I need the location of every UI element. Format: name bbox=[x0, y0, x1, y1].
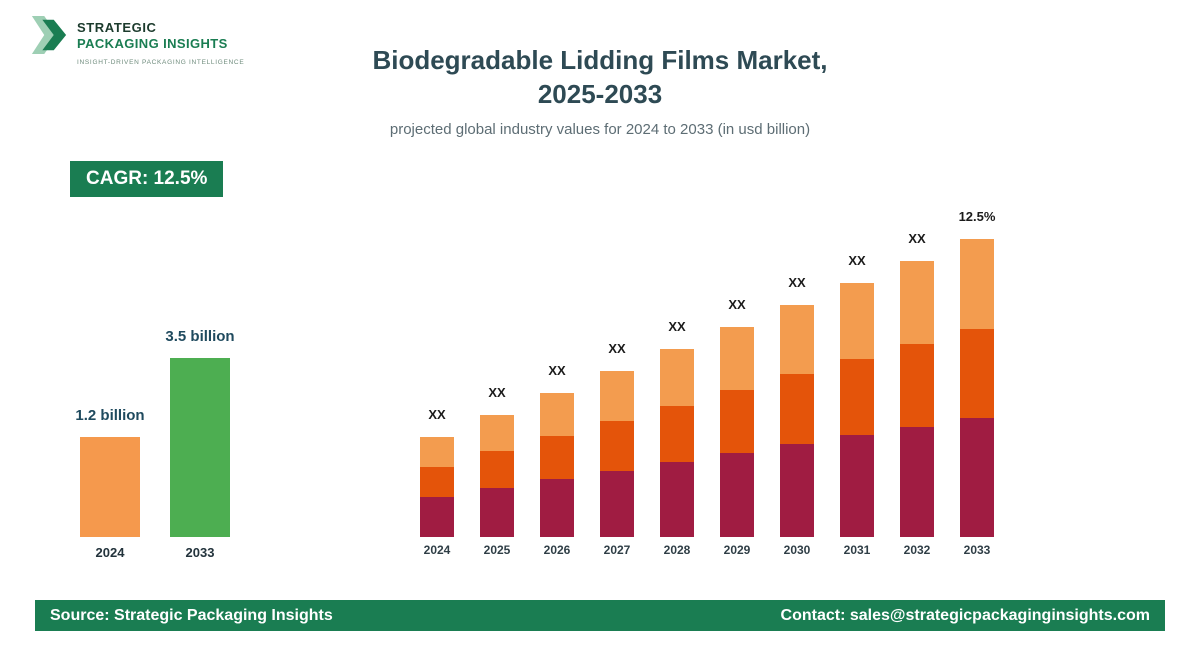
stacked-bar bbox=[720, 327, 754, 537]
comparison-chart: 1.2 billion 2024 3.5 billion 2033 bbox=[75, 328, 234, 560]
bar-segment-top bbox=[660, 349, 694, 406]
chart-subtitle: projected global industry values for 202… bbox=[389, 120, 811, 138]
stacked-bar bbox=[420, 437, 454, 537]
comparison-year-label-2024: 2024 bbox=[95, 545, 125, 560]
chart-title-line1: Biodegradable Lidding Films Market, bbox=[372, 45, 828, 75]
stacked-bar bbox=[540, 393, 574, 537]
contact-text: Contact: sales@strategicpackaginginsight… bbox=[780, 606, 1150, 624]
bar-value-label: XX bbox=[428, 407, 446, 422]
x-axis-label: 2033 bbox=[963, 543, 991, 557]
bar-segment-top bbox=[960, 239, 994, 329]
bar-group-2027: XX 2027 bbox=[600, 341, 634, 557]
bar-segment-middle bbox=[480, 451, 514, 488]
x-axis-label: 2030 bbox=[783, 543, 811, 557]
x-axis-label: 2028 bbox=[663, 543, 691, 557]
x-axis-label: 2029 bbox=[723, 543, 751, 557]
chart-title-line2: 2025-2033 bbox=[537, 78, 663, 109]
stacked-bar bbox=[480, 415, 514, 537]
bar-segment-bottom bbox=[840, 435, 874, 537]
stacked-bar bbox=[900, 261, 934, 537]
bar-segment-middle bbox=[600, 421, 634, 471]
stacked-bar bbox=[960, 239, 994, 537]
bar-value-label: XX bbox=[608, 341, 626, 356]
bar-segment-bottom bbox=[960, 418, 994, 537]
bar-group-2024: XX 2024 bbox=[420, 407, 454, 557]
bar-segment-top bbox=[480, 415, 514, 451]
bar-segment-bottom bbox=[540, 479, 574, 537]
bar-segment-middle bbox=[780, 374, 814, 444]
bar-value-label: XX bbox=[788, 275, 806, 290]
bar-group-2026: XX 2026 bbox=[540, 363, 574, 557]
bar-value-label: XX bbox=[548, 363, 566, 378]
comparison-bar-2024 bbox=[80, 437, 140, 537]
x-axis-label: 2025 bbox=[483, 543, 511, 557]
comparison-bar-2033 bbox=[170, 358, 230, 537]
bar-group-2031: XX 2031 bbox=[840, 253, 874, 557]
cagr-badge: CAGR: 12.5% bbox=[70, 161, 224, 197]
comparison-year-label-2033: 2033 bbox=[185, 545, 215, 560]
bar-group-2032: XX 2032 bbox=[900, 231, 934, 557]
logo-text: STRATEGIC PACKAGING INSIGHTS INSIGHT-DRI… bbox=[77, 14, 244, 66]
bar-segment-middle bbox=[720, 390, 754, 453]
bar-segment-middle bbox=[900, 344, 934, 427]
stacked-bar bbox=[600, 371, 634, 537]
x-axis-label: 2027 bbox=[603, 543, 631, 557]
bar-segment-bottom bbox=[600, 471, 634, 537]
logo: STRATEGIC PACKAGING INSIGHTS INSIGHT-DRI… bbox=[30, 14, 244, 66]
stacked-bar-chart: XX 2024 XX 2025 XX 2026 XX 2027 XX 2028 XX 2029 XX 20… bbox=[420, 209, 996, 557]
bar-segment-top bbox=[840, 283, 874, 359]
bar-segment-bottom bbox=[420, 497, 454, 537]
stacked-bar bbox=[660, 349, 694, 537]
comparison-value-label-2033: 3.5 billion bbox=[165, 328, 235, 345]
x-axis-label: 2024 bbox=[423, 543, 451, 557]
bar-segment-bottom bbox=[780, 444, 814, 537]
bar-value-label: XX bbox=[488, 385, 506, 400]
stacked-bar bbox=[840, 283, 874, 537]
bar-segment-bottom bbox=[900, 427, 934, 537]
x-axis-label: 2026 bbox=[543, 543, 571, 557]
bar-segment-top bbox=[600, 371, 634, 421]
x-axis-label: 2032 bbox=[903, 543, 931, 557]
bar-segment-top bbox=[780, 305, 814, 374]
bar-segment-middle bbox=[840, 359, 874, 435]
bar-group-2033: 12.5% 2033 bbox=[958, 209, 996, 557]
bar-value-label: XX bbox=[908, 231, 926, 246]
bar-group-2025: XX 2025 bbox=[480, 385, 514, 557]
comparison-bar-group-2033: 3.5 billion 2033 bbox=[165, 328, 234, 560]
bar-group-2030: XX 2030 bbox=[780, 275, 814, 557]
bar-segment-middle bbox=[960, 329, 994, 418]
bar-segment-middle bbox=[660, 406, 694, 462]
logo-name-line2: PACKAGING INSIGHTS bbox=[77, 36, 228, 51]
bar-segment-bottom bbox=[660, 462, 694, 537]
chart-title: Biodegradable Lidding Films Market, 2025… bbox=[0, 44, 1200, 112]
bar-segment-top bbox=[420, 437, 454, 467]
comparison-value-label-2024: 1.2 billion bbox=[75, 407, 145, 424]
bar-segment-bottom bbox=[720, 453, 754, 537]
bar-value-label: 12.5% bbox=[958, 209, 996, 224]
source-text: Source: Strategic Packaging Insights bbox=[50, 606, 333, 624]
footer-bar: Source: Strategic Packaging Insights Con… bbox=[35, 600, 1165, 631]
bar-group-2029: XX 2029 bbox=[720, 297, 754, 557]
bar-segment-top bbox=[720, 327, 754, 390]
logo-chevron-icon bbox=[31, 16, 67, 54]
logo-tagline: INSIGHT-DRIVEN PACKAGING INTELLIGENCE bbox=[77, 59, 245, 66]
bar-segment-top bbox=[900, 261, 934, 344]
logo-name-line1: STRATEGIC bbox=[77, 20, 157, 35]
bar-segment-middle bbox=[420, 467, 454, 497]
bar-segment-middle bbox=[540, 436, 574, 479]
comparison-bar-group-2024: 1.2 billion 2024 bbox=[75, 407, 144, 560]
chart-title-block: Biodegradable Lidding Films Market, 2025… bbox=[0, 44, 1200, 138]
bar-segment-top bbox=[540, 393, 574, 436]
bar-value-label: XX bbox=[668, 319, 686, 334]
bar-value-label: XX bbox=[728, 297, 746, 312]
stacked-bar bbox=[780, 305, 814, 537]
bar-group-2028: XX 2028 bbox=[660, 319, 694, 557]
bar-segment-bottom bbox=[480, 488, 514, 537]
x-axis-label: 2031 bbox=[843, 543, 871, 557]
bar-value-label: XX bbox=[848, 253, 866, 268]
